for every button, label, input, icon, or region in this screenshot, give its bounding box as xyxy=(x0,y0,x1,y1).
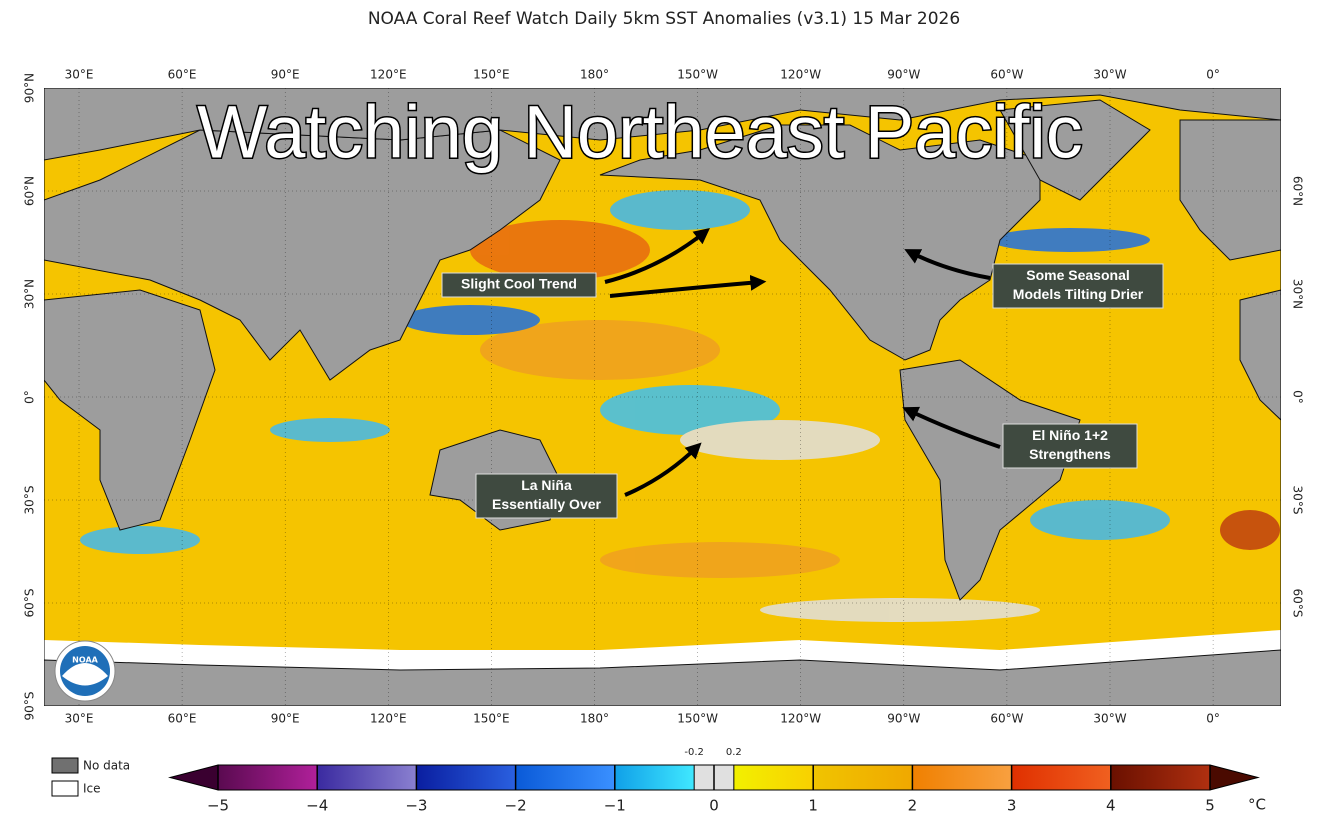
annotation-box xyxy=(1002,423,1138,469)
colorbar-tick-label: 3 xyxy=(1007,797,1017,815)
colorbar-tick-label: −4 xyxy=(306,797,328,815)
logo-text: NOAA xyxy=(72,656,98,665)
lat-label-right: 60°S xyxy=(1291,589,1305,618)
lat-label-left: 60°N xyxy=(23,176,37,206)
graticule xyxy=(44,88,1281,706)
lon-label-top: 60°E xyxy=(168,68,197,82)
lon-label-bottom: 30°E xyxy=(65,712,94,726)
colorbar-tick-label: 2 xyxy=(908,797,918,815)
colorbar-tick-label: 1 xyxy=(808,797,818,815)
lon-label-top: 150°W xyxy=(677,68,718,82)
lon-label-bottom: 150°W xyxy=(677,712,718,726)
annotation-text: Some Seasonal xyxy=(1026,267,1130,283)
lat-label-left: 90°S xyxy=(23,692,37,721)
annotation-box xyxy=(475,473,618,519)
annotation-text: Essentially Over xyxy=(492,496,602,512)
lat-label-right: 0° xyxy=(1291,390,1305,404)
lon-label-top: 150°E xyxy=(473,68,510,82)
lon-label-top: 120°E xyxy=(370,68,407,82)
lat-label-left: 90°N xyxy=(23,73,37,103)
lon-label-bottom: 180° xyxy=(580,712,609,726)
lon-label-bottom: 120°E xyxy=(370,712,407,726)
lon-label-top: 180° xyxy=(580,68,609,82)
annotation-text: Models Tilting Drier xyxy=(1013,286,1144,302)
lon-label-bottom: 0° xyxy=(1206,712,1220,726)
noaa-logo: NOAA xyxy=(54,640,116,702)
lon-label-bottom: 90°W xyxy=(887,712,920,726)
lat-label-left: 30°S xyxy=(23,486,37,515)
lon-label-bottom: 150°E xyxy=(473,712,510,726)
colorbar-inner-tick-label: -0.2 xyxy=(684,747,704,758)
lon-label-top: 120°W xyxy=(780,68,821,82)
lon-label-top: 30°E xyxy=(65,68,94,82)
lat-label-left: 30°N xyxy=(23,279,37,309)
lat-label-left: 0° xyxy=(23,390,37,404)
legend: No data Ice xyxy=(51,757,130,797)
annotation-text: El Niño 1+2 xyxy=(1032,427,1108,443)
lon-label-bottom: 90°E xyxy=(271,712,300,726)
colorbar-tick-label: −1 xyxy=(604,797,626,815)
annotation-box xyxy=(992,263,1164,309)
arrows xyxy=(604,228,1001,497)
colorbar-tick-label: 4 xyxy=(1106,797,1116,815)
annotation-text: Strengthens xyxy=(1029,446,1111,462)
lon-label-top: 90°E xyxy=(271,68,300,82)
legend-no-data: No data xyxy=(83,759,130,773)
lon-label-bottom: 30°W xyxy=(1093,712,1126,726)
annotation-text: Slight Cool Trend xyxy=(461,276,577,292)
lat-label-right: 30°S xyxy=(1291,486,1305,515)
lon-label-bottom: 60°W xyxy=(990,712,1023,726)
colorbar-tick-label: −2 xyxy=(505,797,527,815)
annotation-text: La Niña xyxy=(521,477,572,493)
overlay-title: Watching Northeast Pacific xyxy=(197,91,1083,174)
anomaly-patches xyxy=(80,190,1280,622)
colorbar-inner-tick-label: 0.2 xyxy=(726,747,742,758)
land xyxy=(44,88,1281,706)
colorbar-tick-label: −5 xyxy=(207,797,229,815)
colorbar: °C −5 −4 −3 −2 −1 0 1 2 3 4 5 -0.2 0.2 xyxy=(168,747,1266,815)
lat-label-left: 60°S xyxy=(23,589,37,618)
map-title: NOAA Coral Reef Watch Daily 5km SST Anom… xyxy=(368,9,960,29)
lon-label-bottom: 120°W xyxy=(780,712,821,726)
map xyxy=(44,88,1281,706)
colorbar-tick-label: −3 xyxy=(405,797,427,815)
annotations: Slight Cool Trend Some Seasonal Models Til… xyxy=(441,263,1164,519)
lat-label-right: 30°N xyxy=(1291,279,1305,309)
colorbar-unit: °C xyxy=(1248,796,1266,814)
legend-ice: Ice xyxy=(83,782,101,796)
lat-label-right: 60°N xyxy=(1291,176,1305,206)
lon-label-bottom: 60°E xyxy=(168,712,197,726)
colorbar-tick-label: 5 xyxy=(1205,797,1215,815)
annotation-box xyxy=(441,272,597,298)
lon-label-top: 60°W xyxy=(990,68,1023,82)
lon-label-top: 30°W xyxy=(1093,68,1126,82)
lon-label-top: 90°W xyxy=(887,68,920,82)
lon-label-top: 0° xyxy=(1206,68,1220,82)
colorbar-tick-label: 0 xyxy=(709,797,719,815)
